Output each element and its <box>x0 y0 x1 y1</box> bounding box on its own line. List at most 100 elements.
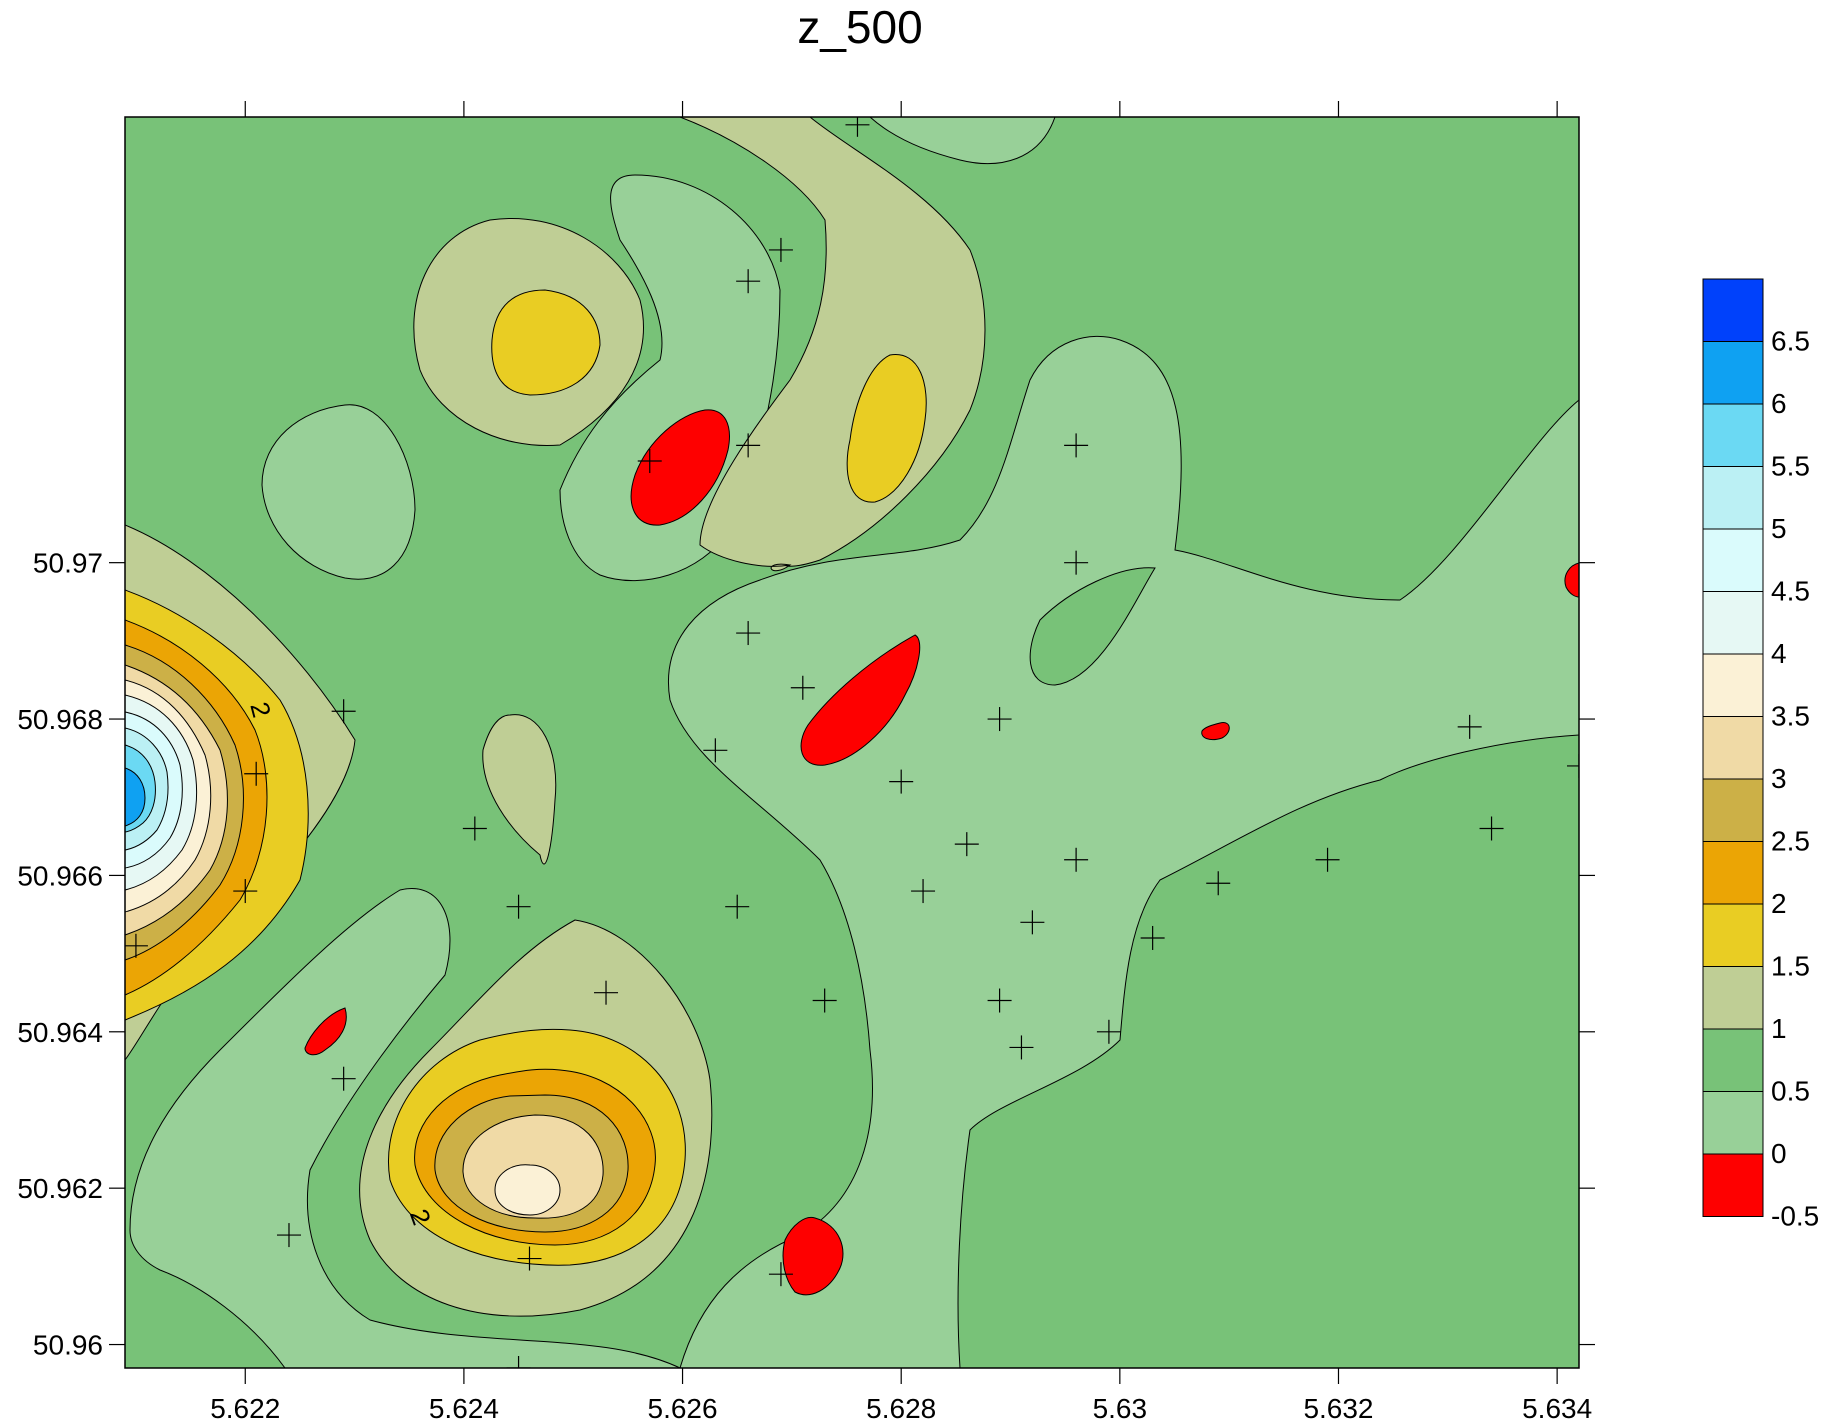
sample-point-marker <box>331 1066 356 1091</box>
legend-swatch <box>1702 966 1764 1030</box>
sample-point-marker <box>1206 871 1231 896</box>
contour-region-blue <box>125 767 146 827</box>
sample-point-marker <box>1064 550 1089 575</box>
y-tick-label: 50.966 <box>17 860 103 891</box>
legend-swatch <box>1702 341 1764 405</box>
sample-point-marker <box>1020 910 1045 935</box>
sample-point-marker <box>845 117 870 137</box>
sample-point-marker <box>736 621 761 646</box>
legend-label: 1.5 <box>1771 951 1810 982</box>
y-tick-label: 50.96 <box>33 1330 103 1361</box>
plot-frame <box>124 116 1580 1369</box>
legend-swatch <box>1702 1153 1764 1217</box>
legend-label: 5 <box>1771 513 1787 544</box>
legend-label: 1 <box>1771 1013 1787 1044</box>
sample-point-marker <box>736 269 761 294</box>
sample-point-marker <box>987 988 1012 1013</box>
sample-points <box>125 117 1579 1368</box>
legend-label: 0.5 <box>1771 1076 1810 1107</box>
legend-label: 0 <box>1771 1138 1787 1169</box>
x-tick-label: 5.628 <box>866 1393 936 1424</box>
plot-area: 2 2 <box>125 117 1579 1368</box>
legend-swatch <box>1702 1028 1764 1092</box>
sample-point-marker <box>768 1262 793 1287</box>
sample-point-marker <box>736 433 761 458</box>
contour-region-light <box>129 888 681 1368</box>
legend-swatch <box>1702 716 1764 780</box>
y-tick-label: 50.97 <box>33 548 103 579</box>
contour-region-red <box>630 409 730 526</box>
x-tick-label: 5.626 <box>648 1393 718 1424</box>
legend-swatch <box>1702 403 1764 467</box>
legend-swatch <box>1702 653 1764 717</box>
y-axis: 50.96 50.962 50.964 50.966 50.968 50.97 <box>17 548 1595 1361</box>
contour-region-red <box>1564 562 1579 598</box>
contour-region-red <box>800 634 921 766</box>
legend-label: 3 <box>1771 763 1787 794</box>
legend-label: 2 <box>1771 888 1787 919</box>
contour-region-yellow <box>846 354 927 503</box>
contour-region-light <box>869 117 1056 165</box>
sample-point-marker <box>244 761 269 786</box>
sample-point-marker <box>276 1223 301 1248</box>
sample-point-marker <box>812 988 837 1013</box>
legend-label: -0.5 <box>1771 1201 1819 1232</box>
colorbar-legend: -0.5 0 0.5 1 1.5 2 2.5 3 3.5 4 4.5 5 5.5 6 6.5 <box>1702 278 1819 1232</box>
contour-region-green <box>1029 567 1156 686</box>
x-axis: 5.622 5.624 5.626 5.628 5.63 5.632 5.634 <box>210 101 1592 1424</box>
sample-point-marker <box>768 237 793 262</box>
legend-label: 4.5 <box>1771 576 1810 607</box>
sample-point-marker <box>987 707 1012 732</box>
legend-swatch <box>1702 591 1764 655</box>
sample-point-marker <box>725 894 750 919</box>
sample-point-marker <box>1064 847 1089 872</box>
sample-point-marker <box>1064 433 1089 458</box>
y-tick-label: 50.962 <box>17 1173 103 1204</box>
sample-point-marker <box>331 699 356 724</box>
contour-fills <box>125 117 1579 1368</box>
x-tick-label: 5.622 <box>210 1393 280 1424</box>
sample-point-marker <box>911 879 936 904</box>
x-tick-label: 5.634 <box>1522 1393 1592 1424</box>
sample-point-marker <box>637 449 662 474</box>
sample-point-marker <box>954 832 979 857</box>
sample-point-marker <box>1567 753 1579 778</box>
sample-point-marker <box>125 933 148 958</box>
legend-label: 5.5 <box>1771 451 1810 482</box>
contour-region-light <box>668 335 1579 1368</box>
sample-point-marker <box>703 738 728 763</box>
sample-point-marker <box>233 879 258 904</box>
legend-swatch <box>1702 466 1764 530</box>
y-tick-label: 50.964 <box>17 1017 103 1048</box>
legend-swatch <box>1702 778 1764 842</box>
legend-swatch <box>1702 528 1764 592</box>
sample-point-marker <box>517 1246 542 1271</box>
sample-point-marker <box>506 894 531 919</box>
contour-region-red <box>782 1216 844 1296</box>
x-tick-label: 5.624 <box>429 1393 499 1424</box>
legend-label: 6.5 <box>1771 326 1810 357</box>
legend-label: 3.5 <box>1771 701 1810 732</box>
sample-point-marker <box>1457 714 1482 739</box>
legend-label: 6 <box>1771 388 1787 419</box>
sample-point-marker <box>889 769 914 794</box>
sample-point-marker <box>1140 925 1165 950</box>
x-tick-label: 5.63 <box>1093 1393 1148 1424</box>
contour-region-olive <box>482 714 557 865</box>
legend-swatch <box>1702 903 1764 967</box>
y-tick-label: 50.968 <box>17 704 103 735</box>
legend-swatch <box>1702 1091 1764 1155</box>
legend-swatch <box>1702 278 1764 342</box>
sample-point-marker <box>594 980 619 1005</box>
sample-point-marker <box>462 816 487 841</box>
sample-point-marker <box>1009 1035 1034 1060</box>
legend-label: 4 <box>1771 638 1787 669</box>
legend-label: 2.5 <box>1771 826 1810 857</box>
contour-region-red <box>304 1007 347 1056</box>
contour-region-light <box>261 404 416 580</box>
contour-region-yellow <box>491 289 601 396</box>
x-tick-label: 5.632 <box>1303 1393 1373 1424</box>
sample-point-marker <box>1479 816 1504 841</box>
legend-swatch <box>1702 841 1764 905</box>
